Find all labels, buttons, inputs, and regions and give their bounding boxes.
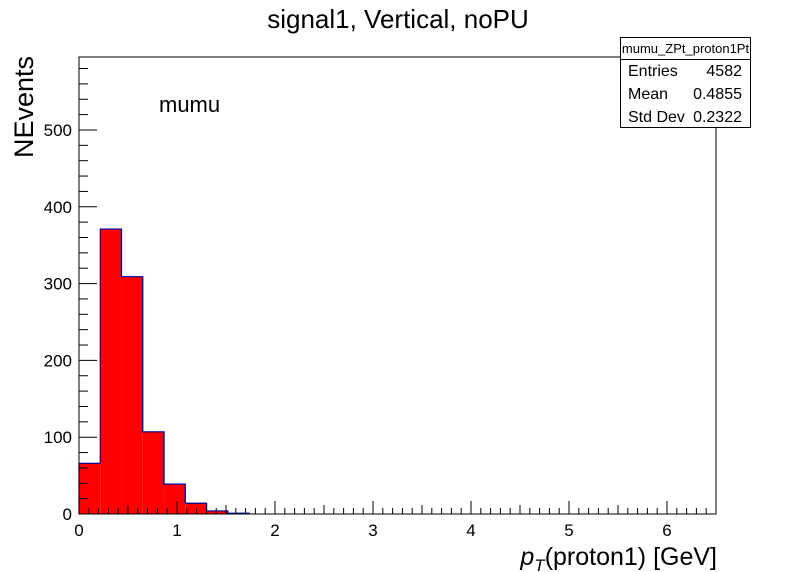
stats-box-title: mumu_ZPt_proton1Pt	[621, 38, 750, 60]
stats-entries-label: Entries	[628, 63, 678, 80]
stats-stddev-value: 0.2322	[693, 109, 742, 126]
histogram-outline	[78, 228, 250, 514]
x-axis-label-main: p	[519, 543, 534, 571]
x-tick-label: 2	[270, 521, 279, 540]
y-tick-label: 400	[44, 198, 72, 217]
x-tick-label: 5	[564, 521, 573, 540]
y-tick-label: 300	[44, 275, 72, 294]
channel-annotation: mumu	[159, 92, 221, 117]
x-tick-label: 4	[466, 521, 475, 540]
histogram-bars	[78, 228, 250, 514]
y-axis-label: NEvents	[9, 56, 39, 158]
x-tick-label: 3	[368, 521, 377, 540]
plot-border	[78, 56, 717, 515]
x-tick-label: 1	[172, 521, 181, 540]
plot-frame	[78, 56, 717, 515]
x-tick-label: 6	[662, 521, 671, 540]
stats-mean-value: 0.4855	[693, 86, 742, 103]
y-tick-label: 0	[63, 505, 72, 524]
histogram-bar	[79, 463, 101, 514]
histogram-bar	[142, 431, 165, 514]
histogram-bar	[206, 510, 228, 514]
stats-row-entries: Entries 4582	[621, 60, 750, 83]
stats-mean-label: Mean	[628, 86, 669, 103]
y-tick-label: 100	[44, 428, 72, 447]
x-axis-ticks: 0 1 2 3 4 5 6	[74, 501, 717, 540]
histogram-bar	[100, 229, 122, 514]
chart-title: signal1, Vertical, noPU	[267, 4, 529, 34]
stats-entries-value: 4582	[706, 63, 742, 80]
stats-row-stddev: Std Dev 0.2322	[621, 106, 750, 129]
x-tick-label: 0	[74, 521, 83, 540]
x-axis-label: pT(proton1) [GeV]	[519, 543, 717, 572]
stats-row-mean: Mean 0.4855	[621, 83, 750, 106]
y-tick-label: 500	[44, 121, 72, 140]
x-axis-label-sub: T	[534, 556, 546, 572]
y-axis-ticks: 0 100 200 300 400 500	[44, 68, 97, 524]
y-tick-label: 200	[44, 351, 72, 370]
stats-stddev-label: Std Dev	[628, 109, 685, 126]
stats-box: mumu_ZPt_proton1Pt Entries 4582 Mean 0.4…	[620, 37, 751, 128]
histogram-bar	[121, 276, 143, 514]
histogram-bar	[164, 484, 186, 514]
histogram-bar	[185, 503, 207, 514]
x-axis-label-rest: (proton1) [GeV]	[545, 543, 717, 571]
